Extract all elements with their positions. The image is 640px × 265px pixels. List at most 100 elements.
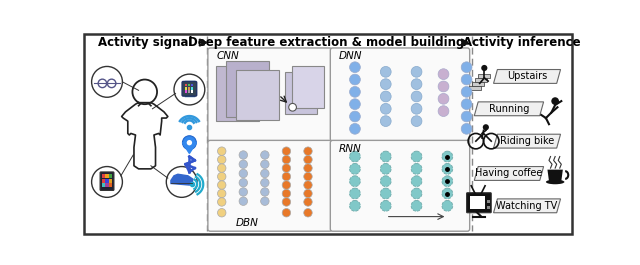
Bar [102,179,105,183]
Circle shape [349,176,360,187]
Circle shape [551,97,559,105]
Bar [470,196,485,209]
Circle shape [438,69,449,80]
Circle shape [349,86,360,97]
Circle shape [282,172,291,181]
Bar [188,90,190,93]
Circle shape [218,181,226,189]
Circle shape [411,67,422,77]
Bar [185,84,187,86]
Circle shape [282,189,291,198]
Circle shape [461,62,472,73]
Text: Having coffee: Having coffee [476,169,543,179]
Circle shape [442,200,452,211]
Circle shape [411,164,422,174]
Circle shape [289,103,296,111]
Bar [188,87,190,90]
Bar [102,183,105,187]
Text: RNN: RNN [339,144,362,154]
Circle shape [218,155,226,164]
Circle shape [481,65,488,71]
Circle shape [349,151,360,162]
Bar [292,66,324,108]
Text: DNN: DNN [339,51,362,61]
Circle shape [218,172,226,181]
Circle shape [260,151,269,159]
Circle shape [380,188,391,199]
Circle shape [239,197,248,205]
Circle shape [438,93,449,104]
Circle shape [442,176,452,187]
Circle shape [218,189,226,198]
Circle shape [442,164,452,174]
Circle shape [380,200,391,211]
Text: Riding bike: Riding bike [500,136,554,146]
Circle shape [438,106,449,117]
Circle shape [304,209,312,217]
FancyBboxPatch shape [182,81,196,96]
Circle shape [380,67,391,77]
Circle shape [349,188,360,199]
Circle shape [349,74,360,85]
Bar [486,200,490,203]
Circle shape [411,103,422,114]
Polygon shape [493,134,561,148]
Circle shape [304,147,312,155]
Circle shape [380,103,391,114]
Polygon shape [474,102,543,116]
Circle shape [260,160,269,169]
Polygon shape [474,166,543,180]
Text: Watching TV: Watching TV [497,201,557,211]
Circle shape [411,151,422,162]
FancyBboxPatch shape [330,48,470,141]
Text: Activity signal: Activity signal [99,36,193,49]
Polygon shape [182,143,196,153]
Bar [106,179,109,183]
Circle shape [304,172,312,181]
Bar [216,66,259,121]
Circle shape [239,179,248,187]
Polygon shape [493,199,561,213]
Circle shape [304,155,312,164]
FancyBboxPatch shape [100,172,114,191]
Polygon shape [171,174,193,185]
Circle shape [411,176,422,187]
Circle shape [411,188,422,199]
Bar [227,61,269,117]
Bar [191,90,193,93]
Circle shape [483,124,489,130]
Circle shape [239,169,248,178]
Ellipse shape [546,180,564,184]
Bar [478,74,490,78]
Bar [109,174,113,178]
Bar [188,84,190,86]
Bar [191,87,193,90]
Bar [185,87,187,90]
Circle shape [218,147,226,155]
Circle shape [349,111,360,122]
Text: Activity inference: Activity inference [463,36,581,49]
Circle shape [260,169,269,178]
Bar [472,82,484,86]
Circle shape [380,164,391,174]
Text: DBN: DBN [236,218,259,228]
FancyBboxPatch shape [467,193,492,213]
Circle shape [260,197,269,205]
Circle shape [282,164,291,172]
Circle shape [282,209,291,217]
Circle shape [218,198,226,206]
Circle shape [411,200,422,211]
Circle shape [282,155,291,164]
Circle shape [239,188,248,196]
Circle shape [304,189,312,198]
Circle shape [438,81,449,92]
Circle shape [282,198,291,206]
Circle shape [304,181,312,189]
Circle shape [411,116,422,126]
Polygon shape [493,69,561,83]
Text: Deep feature extraction & model building: Deep feature extraction & model building [188,36,465,49]
Bar [109,179,113,183]
Circle shape [218,164,226,172]
Circle shape [182,136,196,150]
Circle shape [349,62,360,73]
